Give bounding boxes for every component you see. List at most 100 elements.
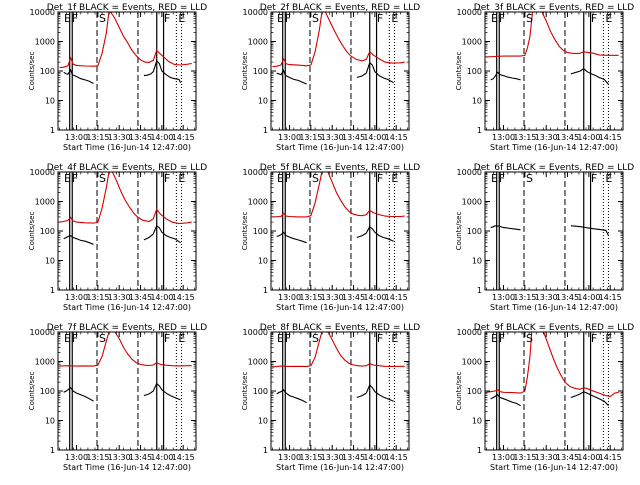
- y-tick-label: 10000: [457, 8, 482, 17]
- event-marker-label: F: [285, 12, 291, 25]
- x-tick-label: 13:15: [299, 133, 322, 142]
- lld-series-line: [111, 171, 192, 225]
- x-axis-label: Start Time (16-Jun-14 12:47:00): [63, 143, 191, 152]
- event-marker-label: E: [178, 172, 185, 185]
- event-marker-label: S: [526, 172, 533, 185]
- y-tick-label: 1: [50, 446, 55, 455]
- event-marker-label: F: [164, 12, 170, 25]
- y-tick-label: 1: [50, 286, 55, 295]
- y-tick-label: 10: [472, 417, 482, 426]
- event-marker-label: E: [605, 172, 612, 185]
- x-tick-label: 13:45: [556, 133, 579, 142]
- events-series-line: [356, 384, 394, 402]
- events-series-line: [356, 225, 394, 242]
- events-series-line: [490, 71, 521, 81]
- events-series-line: [63, 234, 94, 245]
- x-tick-label: 13:30: [535, 453, 558, 462]
- x-tick-label: 14:00: [577, 453, 600, 462]
- events-series-line: [143, 59, 182, 83]
- y-tick-label: 10000: [457, 168, 482, 177]
- x-tick-label: 14:15: [172, 293, 195, 302]
- x-tick-label: 13:30: [321, 453, 344, 462]
- x-tick-label: 14:00: [363, 133, 386, 142]
- y-tick-label: 10000: [457, 328, 482, 337]
- lld-series-line: [541, 11, 619, 56]
- y-tick-label: 10000: [243, 168, 268, 177]
- y-tick-label: 1: [477, 286, 482, 295]
- events-series-line: [356, 61, 394, 84]
- x-tick-label: 13:45: [342, 293, 365, 302]
- x-tick-label: 13:00: [278, 133, 301, 142]
- lld-series-line: [327, 171, 405, 218]
- plot-frame: [270, 331, 410, 451]
- lld-series-line: [486, 331, 533, 394]
- event-marker-label: E: [277, 172, 284, 185]
- chart-4: Det_4f BLACK = Events, RED = LLD 1 10 100 10…: [28, 163, 207, 312]
- lld-series-line: [114, 331, 192, 367]
- x-tick-label: 13:15: [299, 453, 322, 462]
- x-tick-label: 13:30: [321, 133, 344, 142]
- y-axis-label: Counts/sec: [455, 212, 463, 251]
- event-marker-label: E: [64, 12, 71, 25]
- plot-frame: [57, 171, 197, 291]
- x-tick-label: 14:00: [363, 453, 386, 462]
- x-tick-label: 13:00: [278, 453, 301, 462]
- y-tick-label: 100: [40, 227, 55, 236]
- y-tick-label: 10: [45, 257, 55, 266]
- x-tick-label: 14:15: [599, 453, 622, 462]
- event-marker-label: F: [285, 332, 291, 345]
- x-tick-label: 13:30: [108, 453, 131, 462]
- event-marker-label: F: [164, 332, 170, 345]
- y-tick-label: 100: [467, 387, 482, 396]
- y-axis-label: Counts/sec: [28, 372, 36, 411]
- event-marker-label: E: [491, 12, 498, 25]
- event-marker-label: S: [526, 332, 533, 345]
- y-tick-label: 10000: [30, 328, 55, 337]
- y-tick-label: 10: [258, 417, 268, 426]
- x-axis-label: Start Time (16-Jun-14 12:47:00): [490, 463, 618, 472]
- x-axis-label: Start Time (16-Jun-14 12:47:00): [276, 463, 404, 472]
- plot-frame: [484, 11, 624, 131]
- x-tick-label: 13:15: [86, 453, 109, 462]
- plot-frame: [484, 171, 624, 291]
- y-axis-label: Counts/sec: [241, 212, 249, 251]
- event-marker-label: F: [377, 172, 383, 185]
- x-tick-label: 13:15: [513, 453, 536, 462]
- event-marker-label: E: [491, 172, 498, 185]
- y-tick-label: 1000: [248, 38, 268, 47]
- chart-8: Det_8f BLACK = Events, RED = LLD 1 10 100 10…: [241, 323, 420, 472]
- y-tick-label: 1000: [35, 38, 55, 47]
- y-tick-label: 1: [50, 126, 55, 135]
- events-series-line: [276, 69, 307, 85]
- events-series-line: [143, 382, 181, 401]
- lld-series-line: [110, 11, 192, 66]
- chart-6: Det_6f BLACK = Events, RED = LLD 1 10 100 10…: [455, 163, 634, 312]
- event-marker-label: S: [99, 332, 106, 345]
- event-marker-label: E: [391, 332, 398, 345]
- x-tick-label: 13:15: [513, 293, 536, 302]
- x-tick-label: 14:00: [577, 133, 600, 142]
- x-tick-label: 13:45: [129, 133, 152, 142]
- x-tick-label: 14:15: [385, 453, 408, 462]
- y-tick-label: 10: [258, 257, 268, 266]
- y-axis-label: Counts/sec: [455, 52, 463, 91]
- y-axis-label: Counts/sec: [241, 52, 249, 91]
- y-tick-label: 1000: [462, 198, 482, 207]
- event-marker-label: E: [605, 332, 612, 345]
- plot-frame: [270, 11, 410, 131]
- y-tick-label: 100: [253, 67, 268, 76]
- x-tick-label: 14:15: [599, 293, 622, 302]
- x-tick-label: 14:00: [363, 293, 386, 302]
- y-tick-label: 10: [472, 257, 482, 266]
- x-tick-label: 14:15: [599, 133, 622, 142]
- event-marker-label: F: [164, 172, 170, 185]
- y-tick-label: 1000: [35, 358, 55, 367]
- x-tick-label: 14:15: [172, 133, 195, 142]
- x-axis-label: Start Time (16-Jun-14 12:47:00): [276, 143, 404, 152]
- chart-title: Det_4f BLACK = Events, RED = LLD: [47, 163, 207, 173]
- event-marker-label: E: [277, 332, 284, 345]
- y-tick-label: 10000: [243, 328, 268, 337]
- y-tick-label: 10: [45, 97, 55, 106]
- x-tick-label: 13:45: [556, 453, 579, 462]
- y-tick-label: 10000: [30, 168, 55, 177]
